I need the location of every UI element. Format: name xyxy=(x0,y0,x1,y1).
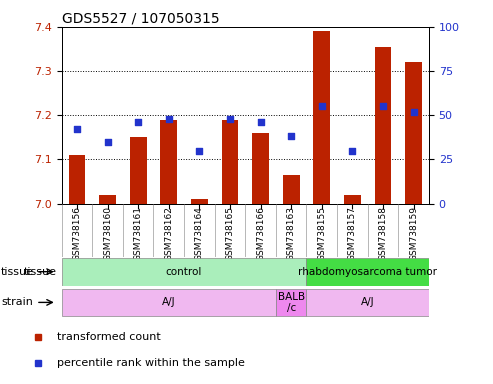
FancyBboxPatch shape xyxy=(62,289,276,316)
Text: GSM738165: GSM738165 xyxy=(225,206,235,261)
Point xyxy=(287,133,295,139)
Text: tissue: tissue xyxy=(0,266,34,277)
Bar xyxy=(130,137,146,204)
Bar xyxy=(344,195,361,204)
Bar xyxy=(191,199,208,204)
Point xyxy=(257,119,265,125)
Point xyxy=(318,103,326,109)
Text: GSM738166: GSM738166 xyxy=(256,206,265,261)
Text: GSM738156: GSM738156 xyxy=(72,206,81,261)
Text: rhabdomyosarcoma tumor: rhabdomyosarcoma tumor xyxy=(298,266,437,277)
Text: GSM738160: GSM738160 xyxy=(103,206,112,261)
Point xyxy=(195,147,203,154)
Bar xyxy=(99,195,116,204)
Bar xyxy=(314,31,330,204)
Point xyxy=(134,119,142,125)
Text: GDS5527 / 107050315: GDS5527 / 107050315 xyxy=(62,12,219,26)
Text: percentile rank within the sample: percentile rank within the sample xyxy=(57,359,245,369)
FancyBboxPatch shape xyxy=(62,258,307,286)
Bar xyxy=(375,47,391,204)
Bar xyxy=(160,119,177,204)
Point xyxy=(165,116,173,122)
FancyBboxPatch shape xyxy=(307,258,429,286)
Point xyxy=(379,103,387,109)
Text: A/J: A/J xyxy=(361,297,375,308)
FancyBboxPatch shape xyxy=(276,289,307,316)
Text: strain: strain xyxy=(1,297,34,308)
Point xyxy=(410,109,418,115)
Text: GSM738158: GSM738158 xyxy=(379,206,387,261)
Text: tissue: tissue xyxy=(24,266,57,277)
FancyBboxPatch shape xyxy=(307,289,429,316)
Text: A/J: A/J xyxy=(162,297,176,308)
Text: transformed count: transformed count xyxy=(57,332,161,342)
Text: BALB
/c: BALB /c xyxy=(278,291,305,313)
Text: GSM738163: GSM738163 xyxy=(286,206,296,261)
Point xyxy=(226,116,234,122)
Text: GSM738162: GSM738162 xyxy=(164,206,173,261)
Bar xyxy=(221,119,239,204)
Text: GSM738164: GSM738164 xyxy=(195,206,204,261)
Point xyxy=(349,147,356,154)
Point xyxy=(73,126,81,132)
Bar xyxy=(252,133,269,204)
Bar xyxy=(405,62,422,204)
Text: GSM738159: GSM738159 xyxy=(409,206,418,261)
Bar xyxy=(283,175,300,204)
Bar xyxy=(69,155,85,204)
Text: GSM738155: GSM738155 xyxy=(317,206,326,261)
Text: GSM738157: GSM738157 xyxy=(348,206,357,261)
Text: control: control xyxy=(166,266,202,277)
Text: GSM738161: GSM738161 xyxy=(134,206,142,261)
Point xyxy=(104,139,111,145)
